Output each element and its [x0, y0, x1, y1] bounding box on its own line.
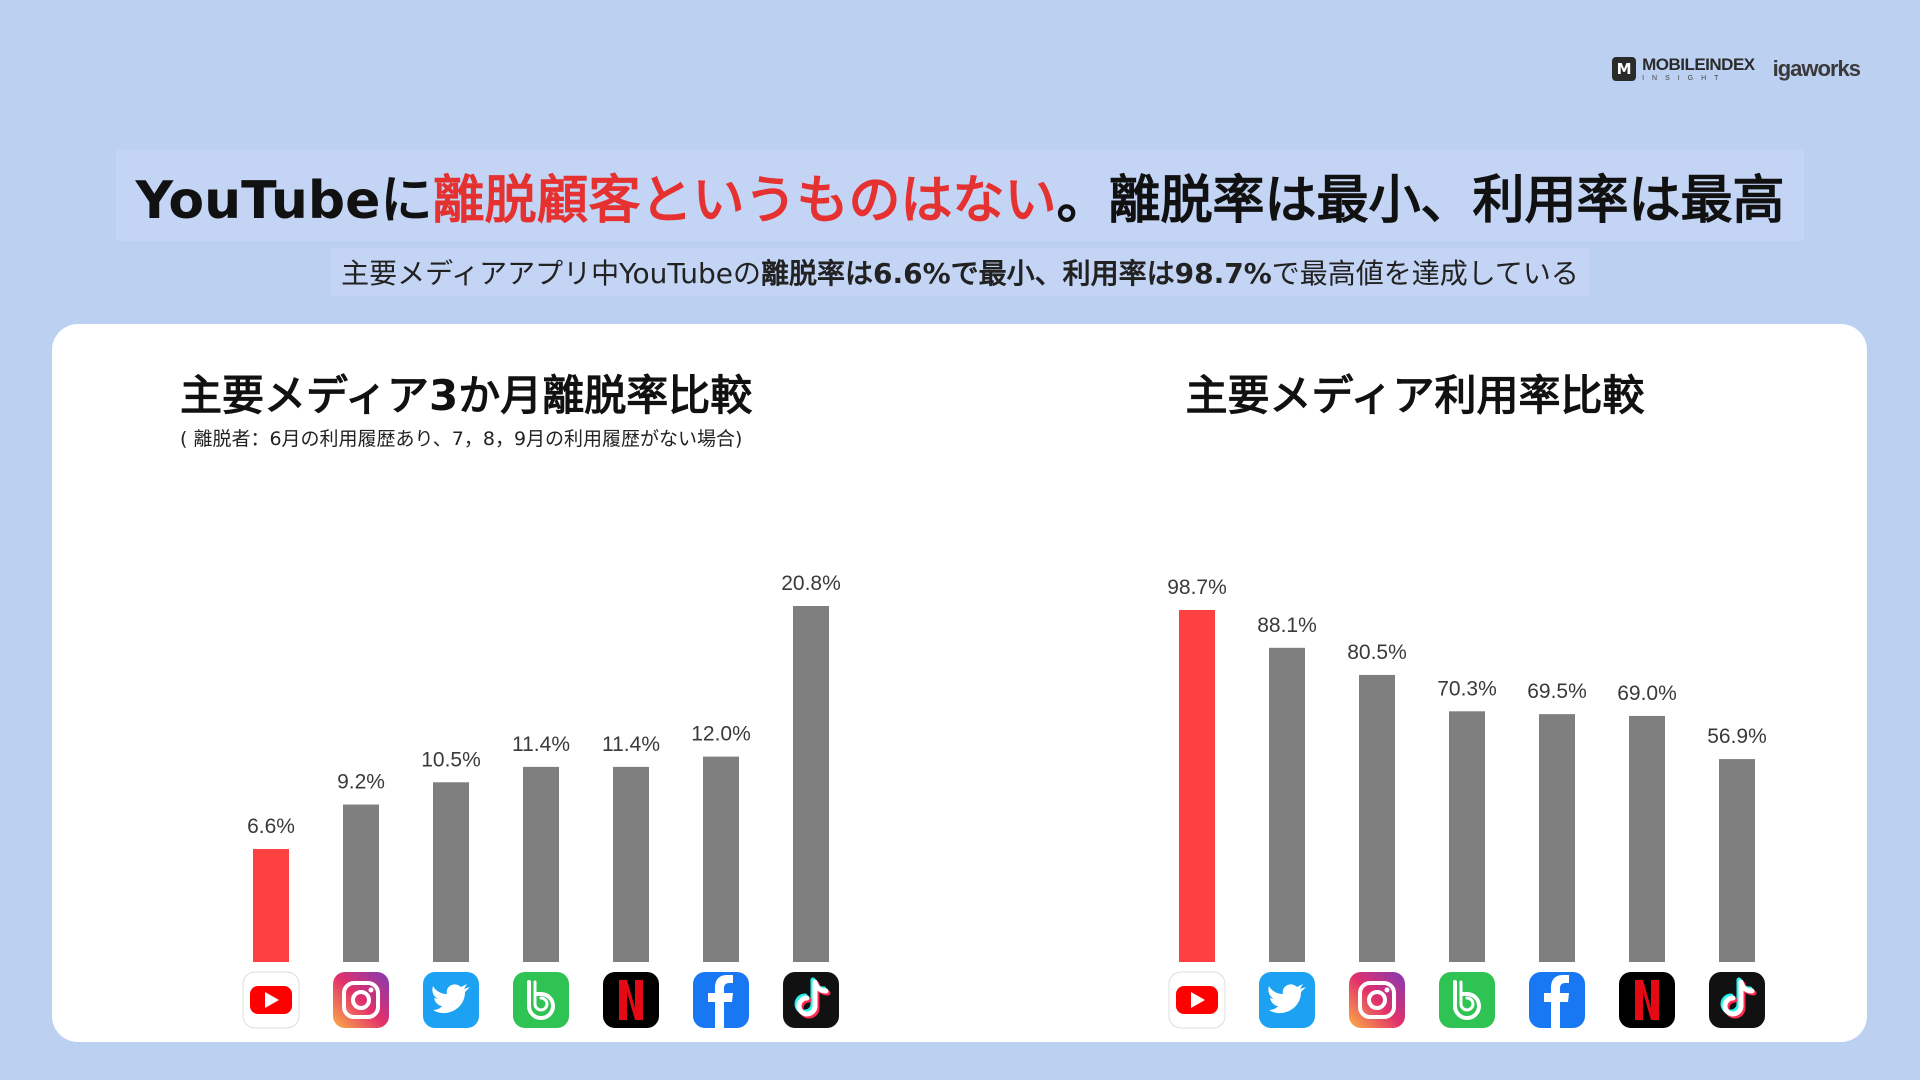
- data-label: 98.7%: [1167, 576, 1227, 599]
- bar: [1539, 714, 1575, 962]
- data-label: 88.1%: [1257, 614, 1317, 637]
- data-label: 70.3%: [1437, 677, 1497, 700]
- bar: [253, 849, 289, 962]
- tiktok-icon: [783, 972, 839, 1028]
- band-icon: [513, 972, 569, 1028]
- data-label: 56.9%: [1707, 725, 1767, 748]
- netflix-icon: [603, 972, 659, 1028]
- igaworks-logo: igaworks: [1772, 56, 1861, 81]
- facebook-icon: [1529, 972, 1585, 1028]
- data-label: 12.0%: [691, 723, 751, 746]
- usage-chart-title: 主要メディア利用率比較: [1185, 371, 1645, 420]
- youtube-icon: [242, 971, 300, 1029]
- bar: [613, 766, 649, 962]
- instagram-icon: [1349, 972, 1405, 1028]
- logo-area: M MOBILEINDEX INSIGHT igaworks: [1612, 56, 1861, 82]
- churn-chart-note: ( 離脱者：6月の利用履歴あり、7，8，9月の利用履歴がない場合): [180, 428, 743, 450]
- bar: [1269, 647, 1305, 962]
- bar: [433, 782, 469, 962]
- bar: [1719, 759, 1755, 962]
- churn-chart-title: 主要メディア3か月離脱率比較: [180, 371, 753, 420]
- data-label: 9.2%: [337, 771, 385, 794]
- data-label: 11.4%: [512, 733, 570, 756]
- band-icon: [1439, 972, 1495, 1028]
- headline: YouTubeに離脱顧客というものはない。離脱率は最小、利用率は最高: [0, 150, 1920, 241]
- data-label: 69.0%: [1617, 682, 1677, 705]
- mobileindex-mark: M: [1612, 57, 1637, 81]
- bar: [1179, 610, 1215, 962]
- instagram-icon: [333, 972, 389, 1028]
- subhead-part3: で最高値を達成している: [1271, 257, 1579, 290]
- data-label: 11.4%: [602, 733, 660, 756]
- mobileindex-insight: INSIGHT: [1642, 75, 1727, 82]
- churn-rate-chart: 6.6% 9.2% 10.5% 11.4% 11.4% 12.0% 20.8%: [242, 572, 841, 1029]
- facebook-icon: [693, 972, 749, 1028]
- data-label: 20.8%: [781, 572, 841, 595]
- netflix-icon: [1619, 972, 1675, 1028]
- subhead-bold: 離脱率は6.6%で最小、利用率は98.7%: [760, 257, 1272, 290]
- twitter-icon: [423, 972, 479, 1028]
- subheadline: 主要メディアアプリ中YouTubeの離脱率は6.6%で最小、利用率は98.7%で…: [0, 248, 1920, 296]
- mobileindex-logo: M MOBILEINDEX INSIGHT: [1612, 56, 1755, 82]
- bar: [1449, 711, 1485, 962]
- subhead-part1: 主要メディアアプリ中YouTubeの: [341, 257, 761, 290]
- bar: [793, 606, 829, 962]
- usage-rate-chart: 98.7% 88.1% 80.5% 70.3% 69.5% 69.0% 56.9%: [1167, 576, 1767, 1029]
- tiktok-icon: [1709, 972, 1765, 1028]
- twitter-icon: [1259, 972, 1315, 1028]
- headline-part3: 。離脱率は最小、利用率は最高: [1056, 171, 1785, 231]
- data-label: 69.5%: [1527, 680, 1587, 703]
- data-label: 10.5%: [421, 748, 481, 771]
- mobileindex-name: MOBILEINDEX: [1642, 55, 1755, 74]
- bar: [1359, 674, 1395, 962]
- data-label: 6.6%: [247, 815, 295, 838]
- chart-panel: 主要メディア3か月離脱率比較 ( 離脱者：6月の利用履歴あり、7，8，9月の利用…: [52, 324, 1867, 1042]
- bar: [703, 756, 739, 962]
- youtube-icon: [1168, 971, 1226, 1029]
- bar: [343, 804, 379, 962]
- headline-red: 離脱顧客というものはない: [432, 171, 1057, 231]
- bar: [523, 766, 559, 962]
- headline-part1: YouTubeに: [135, 171, 433, 231]
- data-label: 80.5%: [1347, 641, 1407, 664]
- bar: [1629, 715, 1665, 962]
